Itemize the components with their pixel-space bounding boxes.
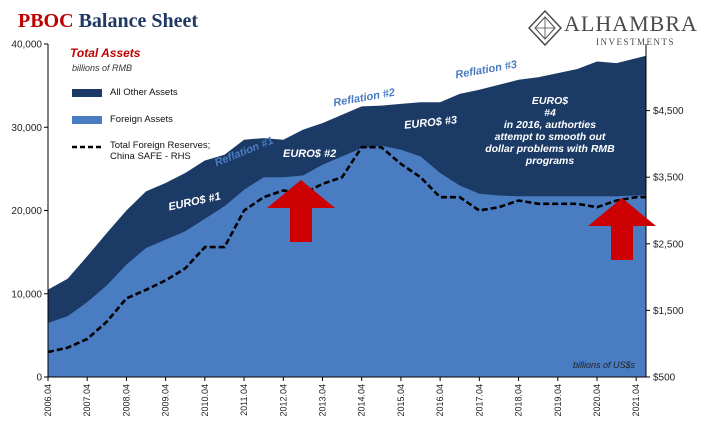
y-tick-label-left: 30,000 xyxy=(11,123,42,134)
x-tick-label: 2009.04 xyxy=(161,384,171,417)
legend-swatch-foreign-assets xyxy=(72,116,102,124)
legend-swatch-reserves xyxy=(72,145,104,149)
x-tick-label: 2006.04 xyxy=(43,384,53,417)
red-arrow-up-2020 xyxy=(588,198,656,260)
legend-label-other-assets: All Other Assets xyxy=(110,87,178,98)
x-tick-label: 2014.04 xyxy=(357,384,367,417)
area-foreign-assets xyxy=(48,145,646,377)
x-tick-label: 2013.04 xyxy=(317,384,327,417)
title-part-balance-sheet: Balance Sheet xyxy=(78,10,198,32)
legend-swatch-other-assets xyxy=(72,89,102,97)
legend-label-reserves: Total Foreign Reserves; China SAFE - RHS xyxy=(110,140,211,162)
y-tick-label-right: $1,500 xyxy=(653,306,684,317)
x-tick-label: 2017.04 xyxy=(474,384,484,417)
y-tick-label-left: 0 xyxy=(36,373,42,384)
x-tick-label: 2020.04 xyxy=(592,384,602,417)
red-arrows xyxy=(267,180,656,260)
rhs-units-label: billions of US$s xyxy=(573,360,636,370)
line-total-foreign-reserves xyxy=(47,145,646,354)
annotation-euro2: EURO$ #2 xyxy=(283,148,337,160)
brand-sub: INVESTMENTS xyxy=(596,37,675,47)
y-tick-label-right: $2,500 xyxy=(653,239,684,250)
y-tick-label-right: $4,500 xyxy=(653,106,684,117)
x-tick-label: 2018.04 xyxy=(514,384,524,417)
y-tick-label-left: 40,000 xyxy=(11,40,42,51)
legend-subtitle: billions of RMB xyxy=(72,63,133,73)
title-part-pboc: PBOC xyxy=(18,10,74,32)
x-tick-label: 2015.04 xyxy=(396,384,406,417)
y-tick-label-right: $500 xyxy=(653,373,676,384)
alhambra-diamond-icon xyxy=(528,10,562,47)
y-tick-label-left: 10,000 xyxy=(11,289,42,300)
y-tick-label-right: $3,500 xyxy=(653,173,684,184)
x-tick-label: 2007.04 xyxy=(82,384,92,417)
x-tick-label: 2010.04 xyxy=(200,384,210,417)
x-tick-label: 2012.04 xyxy=(278,384,288,417)
brand-name: ALHAMBRA xyxy=(564,11,698,36)
legend-title: Total Assets xyxy=(70,46,141,60)
x-tick-label: 2021.04 xyxy=(631,384,641,417)
y-tick-label-left: 20,000 xyxy=(11,206,42,217)
axes: 0 10,000 20,000 30,000 40,000 $500 $1,500 $2,50… xyxy=(11,40,684,417)
x-tick-label: 2011.04 xyxy=(239,384,249,416)
x-tick-label: 2016.04 xyxy=(435,384,445,417)
brand-logo: ALHAMBRA INVESTMENTS xyxy=(528,8,698,52)
legend-label-foreign-assets: Foreign Assets xyxy=(110,114,173,125)
red-arrow-up-2012 xyxy=(267,180,335,242)
plot-area xyxy=(47,55,646,377)
x-tick-label: 2019.04 xyxy=(553,384,563,417)
chart-title: PBOC Balance Sheet xyxy=(18,10,198,33)
x-tick-label: 2008.04 xyxy=(121,384,131,417)
annotation-euro4: EURO$ #4 in 2016, authorties attempt to … xyxy=(485,95,615,167)
